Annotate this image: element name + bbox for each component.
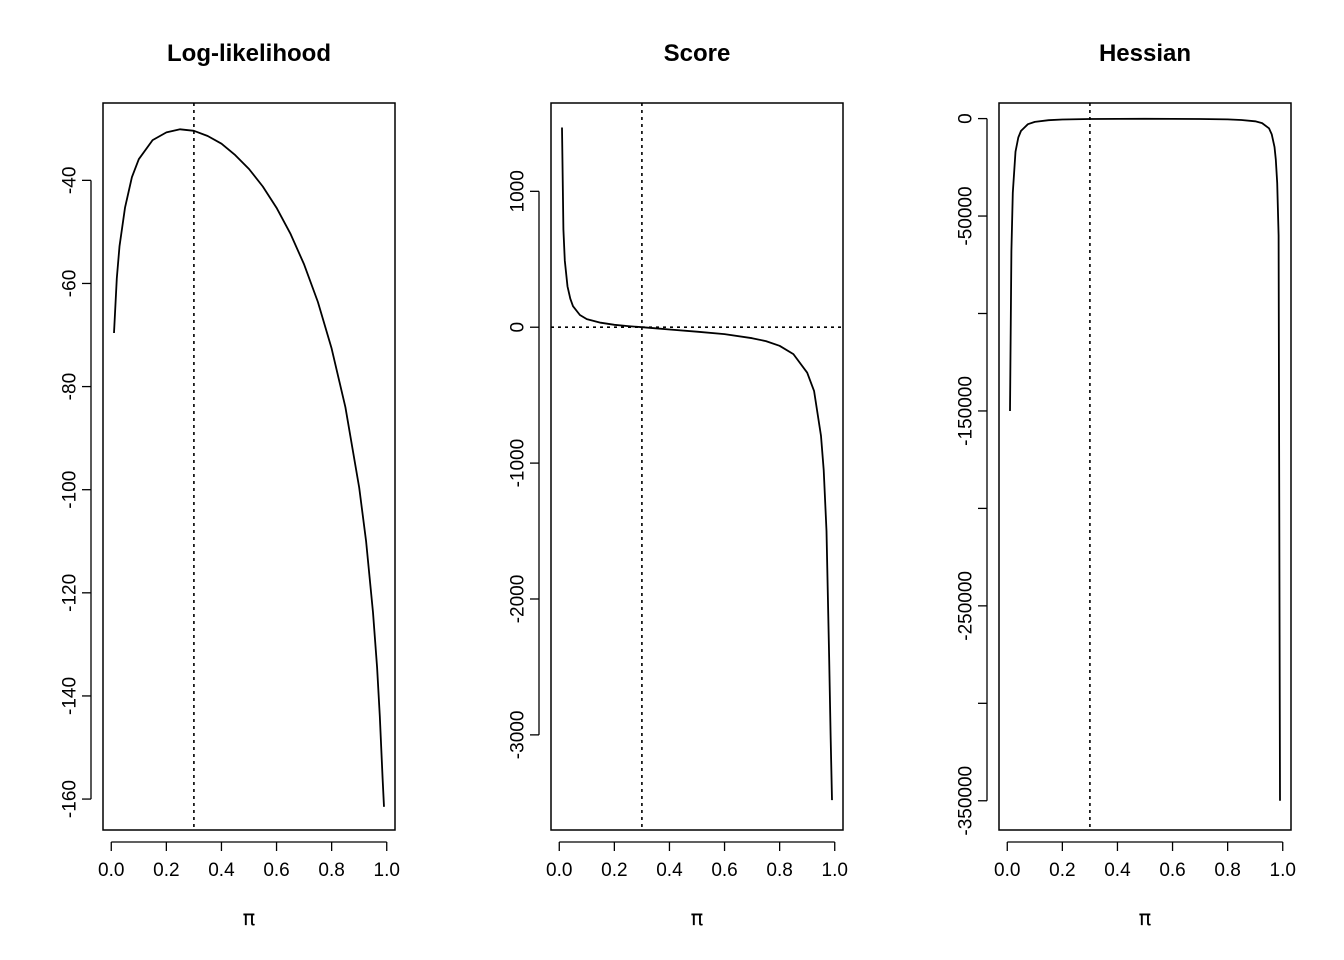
x-tick-label: 0.0 <box>546 860 572 881</box>
y-tick-label: -250000 <box>956 571 977 641</box>
x-tick-label: 0.6 <box>263 860 289 881</box>
x-tick-label: 0.0 <box>994 860 1020 881</box>
y-tick-label: 1000 <box>508 170 529 212</box>
score-panel: Score 0.0 0.2 0.4 0.6 0.8 1.0 1000 0 -1000 -2000 -3… <box>508 40 848 930</box>
x-tick-label: 0.4 <box>1104 860 1131 881</box>
y-tick-label: -120 <box>60 574 81 612</box>
log-likelihood-panel: Log-likelihood 0.0 0.2 0.4 0.6 0.8 1.0 -40 -60 -8… <box>60 40 400 930</box>
x-tick-label: 0.6 <box>1159 860 1185 881</box>
y-tick-label: -160 <box>60 780 81 818</box>
y-tick-label: -150000 <box>956 376 977 446</box>
x-tick-label: 0.4 <box>208 860 235 881</box>
x-axis-title: π <box>243 906 256 930</box>
x-axis-title: π <box>691 906 704 930</box>
y-tick-label: -140 <box>60 677 81 715</box>
x-tick-label: 0.2 <box>601 860 627 881</box>
series-line <box>1009 117 1281 801</box>
y-tick-label: -2000 <box>508 575 529 624</box>
y-tick-label: -50000 <box>956 186 977 245</box>
panel-title: Hessian <box>1099 40 1191 67</box>
x-tick-label: 1.0 <box>374 860 400 881</box>
y-tick-label: -350000 <box>956 766 977 836</box>
panel-title: Log-likelihood <box>167 40 331 67</box>
x-tick-label: 0.4 <box>656 860 683 881</box>
hessian-panel: Hessian 0.0 0.2 0.4 0.6 0.8 1.0 0 -50000 -150000 -… <box>956 40 1296 930</box>
y-tick-label: 0 <box>508 322 529 333</box>
y-tick-label: -1000 <box>508 439 529 488</box>
y-tick-label: -3000 <box>508 711 529 760</box>
x-tick-label: 0.6 <box>711 860 737 881</box>
y-tick-label: -40 <box>60 167 81 194</box>
plot-frame <box>102 102 396 831</box>
x-tick-label: 0.8 <box>318 860 344 881</box>
y-tick-label: -60 <box>60 270 81 297</box>
series-line <box>561 127 833 801</box>
panel-title: Score <box>664 40 731 67</box>
x-tick-label: 0.2 <box>1049 860 1075 881</box>
y-tick-label: 0 <box>956 113 977 124</box>
plot-frame <box>998 102 1292 831</box>
plot-frame <box>550 102 844 831</box>
x-tick-label: 0.2 <box>153 860 179 881</box>
x-tick-label: 0.8 <box>1214 860 1240 881</box>
x-tick-label: 0.0 <box>98 860 124 881</box>
x-axis-title: π <box>1139 906 1152 930</box>
series-line <box>113 128 385 807</box>
x-tick-label: 1.0 <box>822 860 848 881</box>
y-tick-label: -80 <box>60 373 81 400</box>
x-tick-label: 0.8 <box>766 860 792 881</box>
x-tick-label: 1.0 <box>1270 860 1296 881</box>
y-tick-label: -100 <box>60 471 81 509</box>
